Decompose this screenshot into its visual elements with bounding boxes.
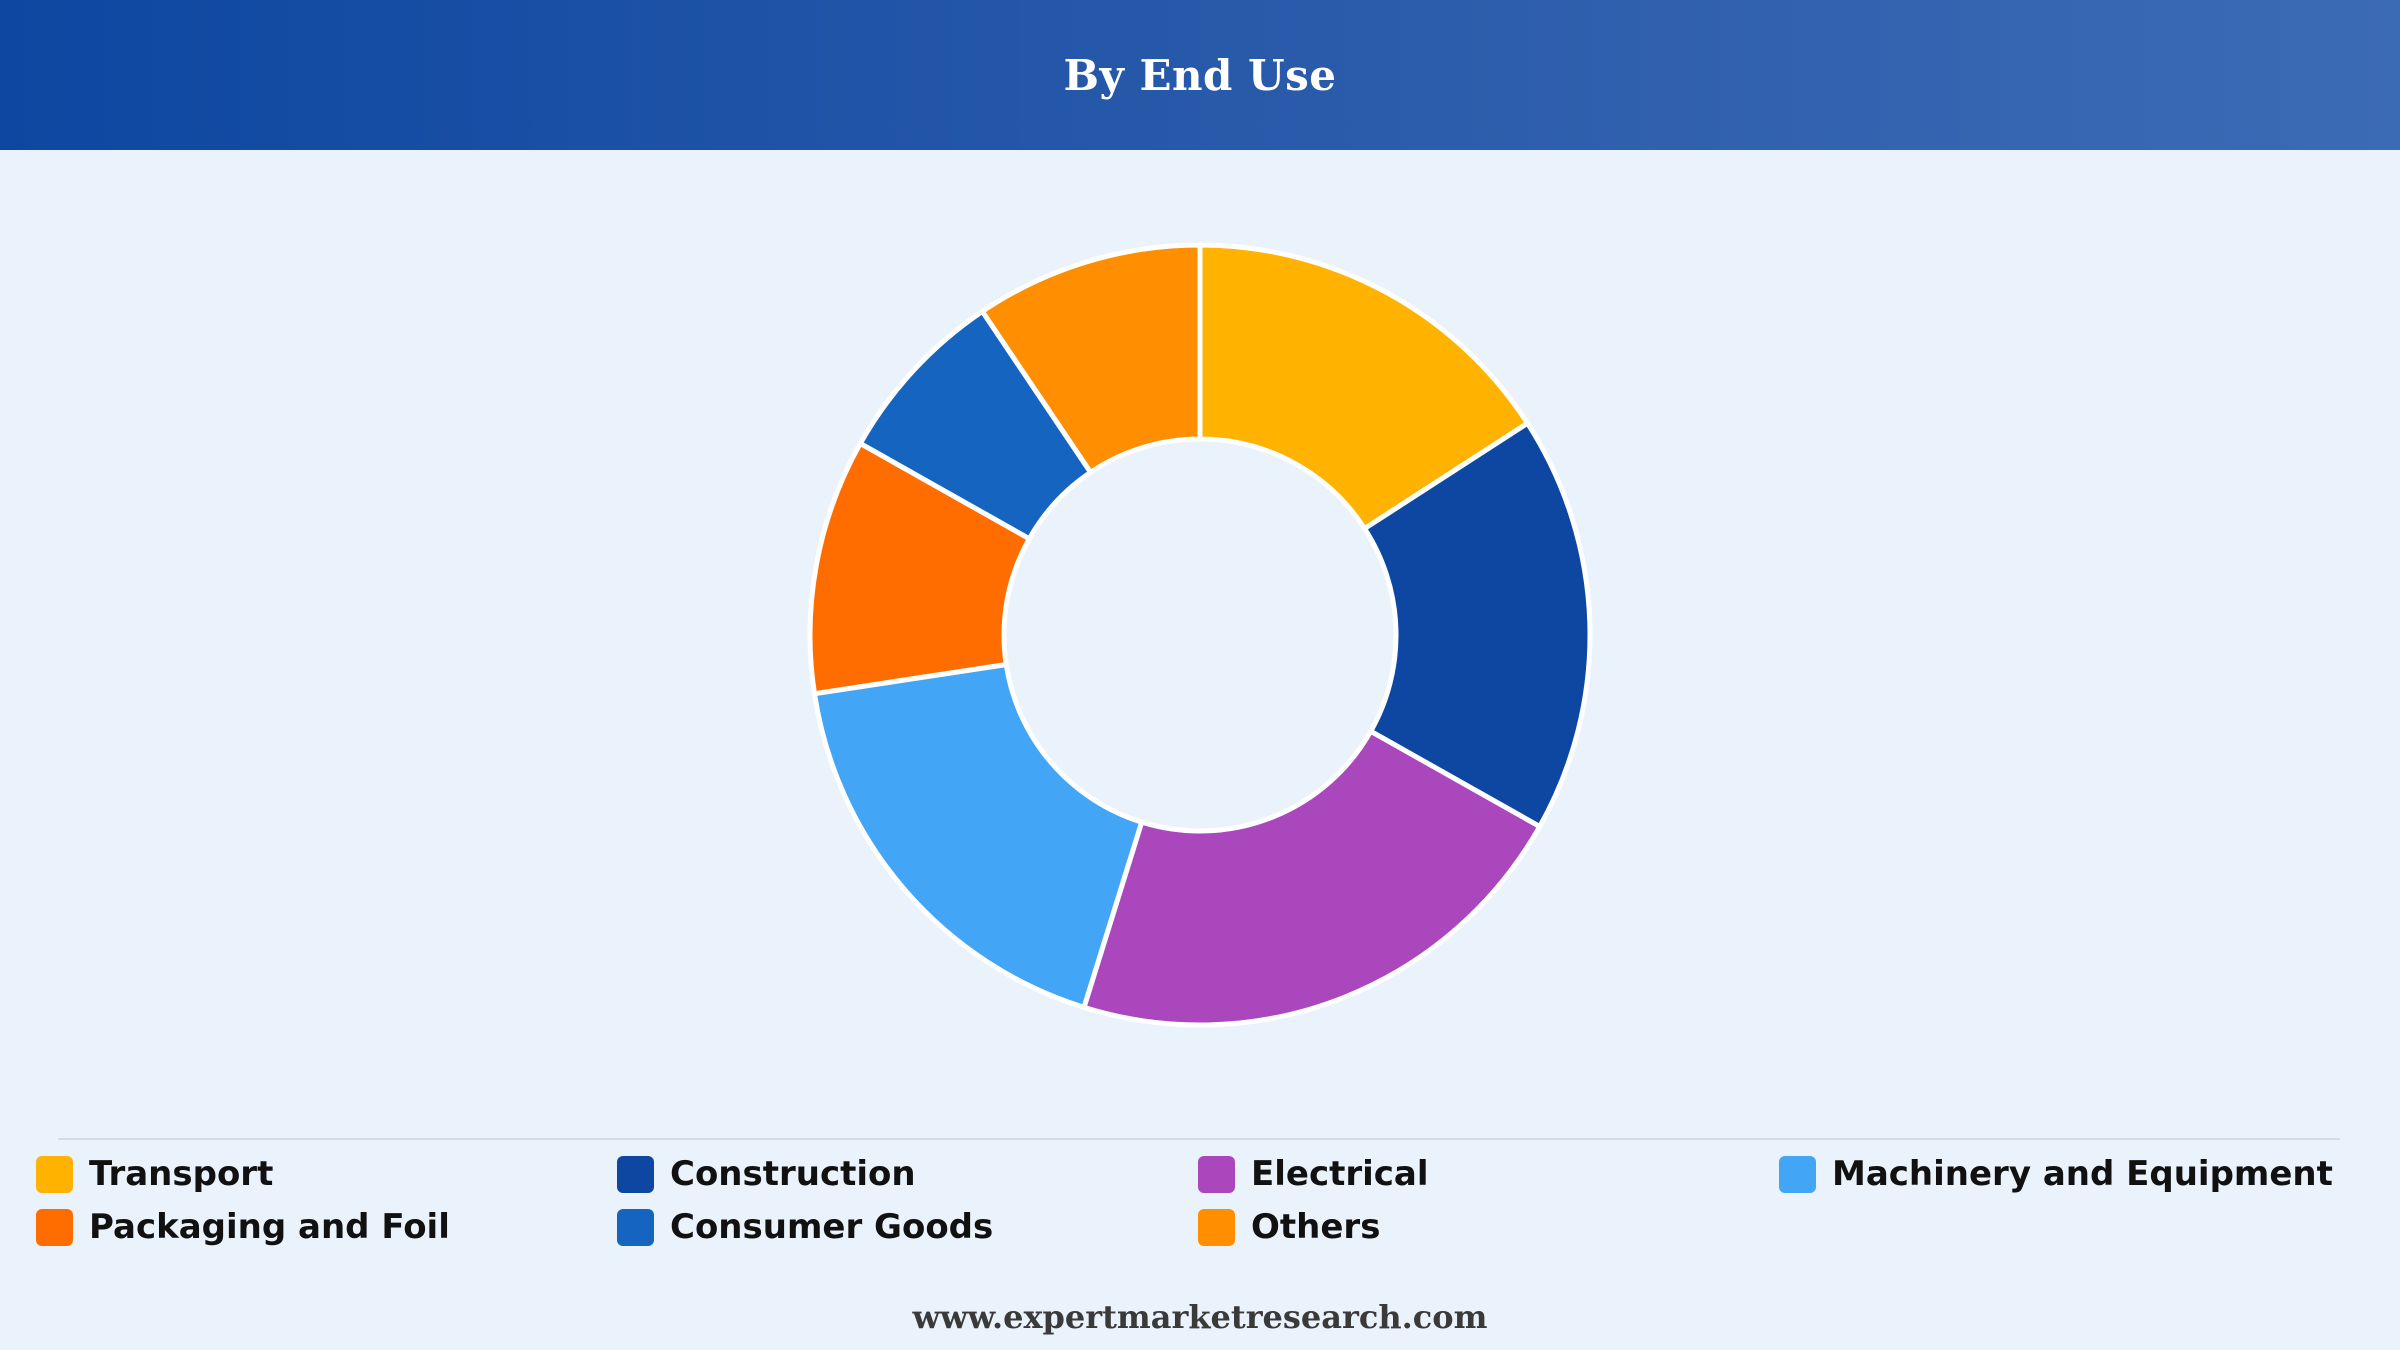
legend-label-construction: Construction bbox=[670, 1154, 916, 1194]
legend-swatch-electrical bbox=[1198, 1155, 1235, 1193]
donut-slice-others bbox=[979, 242, 1203, 475]
legend-swatch-others bbox=[1198, 1208, 1235, 1246]
legend-item-consumer-goods: Consumer Goods bbox=[617, 1207, 1198, 1247]
legend-label-electrical: Electrical bbox=[1251, 1154, 1429, 1194]
legend-swatch-packaging bbox=[36, 1208, 73, 1246]
legend-item-packaging: Packaging and Foil bbox=[36, 1207, 617, 1247]
donut-slice-transport bbox=[1197, 242, 1531, 532]
legend-item-transport: Transport bbox=[36, 1154, 617, 1194]
legend-label-consumer-goods: Consumer Goods bbox=[670, 1207, 994, 1247]
legend-label-packaging: Packaging and Foil bbox=[89, 1207, 450, 1247]
legend-item-construction: Construction bbox=[617, 1154, 1198, 1194]
legend-swatch-construction bbox=[617, 1155, 654, 1193]
legend-label-machinery: Machinery and Equipment bbox=[1832, 1154, 2333, 1194]
donut-chart bbox=[807, 242, 1593, 1028]
legend-label-transport: Transport bbox=[89, 1154, 274, 1194]
chart-title: By End Use bbox=[1063, 50, 1337, 100]
chart-legend: Transport Construction Electrical Machin… bbox=[36, 1154, 2366, 1247]
legend-item-others: Others bbox=[1198, 1207, 1779, 1247]
legend-swatch-consumer-goods bbox=[617, 1208, 654, 1246]
chart-area bbox=[0, 150, 2400, 1130]
source-url: www.expertmarketresearch.com bbox=[912, 1298, 1488, 1336]
donut-slice-machinery bbox=[811, 661, 1145, 1010]
legend-label-others: Others bbox=[1251, 1207, 1381, 1247]
legend-item-machinery: Machinery and Equipment bbox=[1779, 1154, 2360, 1194]
donut-slice-electrical bbox=[1081, 728, 1543, 1028]
legend-swatch-transport bbox=[36, 1155, 73, 1193]
legend-item-electrical: Electrical bbox=[1198, 1154, 1779, 1194]
legend-swatch-machinery bbox=[1779, 1155, 1816, 1193]
legend-divider bbox=[58, 1138, 2340, 1140]
donut-slice-construction bbox=[1362, 420, 1593, 830]
chart-header: By End Use bbox=[0, 0, 2400, 150]
